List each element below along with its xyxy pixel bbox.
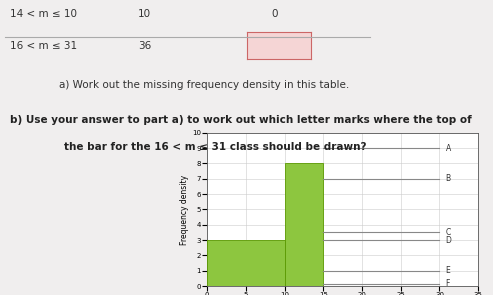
Text: 36: 36	[138, 41, 151, 51]
Text: B: B	[446, 174, 451, 183]
Text: the bar for the 16 < m ≤ 31 class should be drawn?: the bar for the 16 < m ≤ 31 class should…	[64, 142, 367, 152]
Text: E: E	[446, 266, 451, 275]
Bar	[284, 163, 323, 286]
Text: D: D	[446, 236, 452, 245]
Text: 14 < m ≤ 10: 14 < m ≤ 10	[10, 9, 77, 19]
Text: a) Work out the missing frequency density in this table.: a) Work out the missing frequency densit…	[59, 80, 350, 90]
Text: b) Use your answer to part a) to work out which letter marks where the top of: b) Use your answer to part a) to work ou…	[10, 115, 472, 125]
Y-axis label: Frequency density: Frequency density	[180, 174, 189, 245]
Text: F: F	[446, 279, 450, 288]
Text: C: C	[446, 228, 451, 237]
Text: 10: 10	[138, 9, 151, 19]
Text: 0: 0	[271, 9, 278, 19]
Bar	[207, 240, 284, 286]
Text: 16 < m ≤ 31: 16 < m ≤ 31	[10, 41, 77, 51]
Text: A: A	[446, 144, 451, 153]
